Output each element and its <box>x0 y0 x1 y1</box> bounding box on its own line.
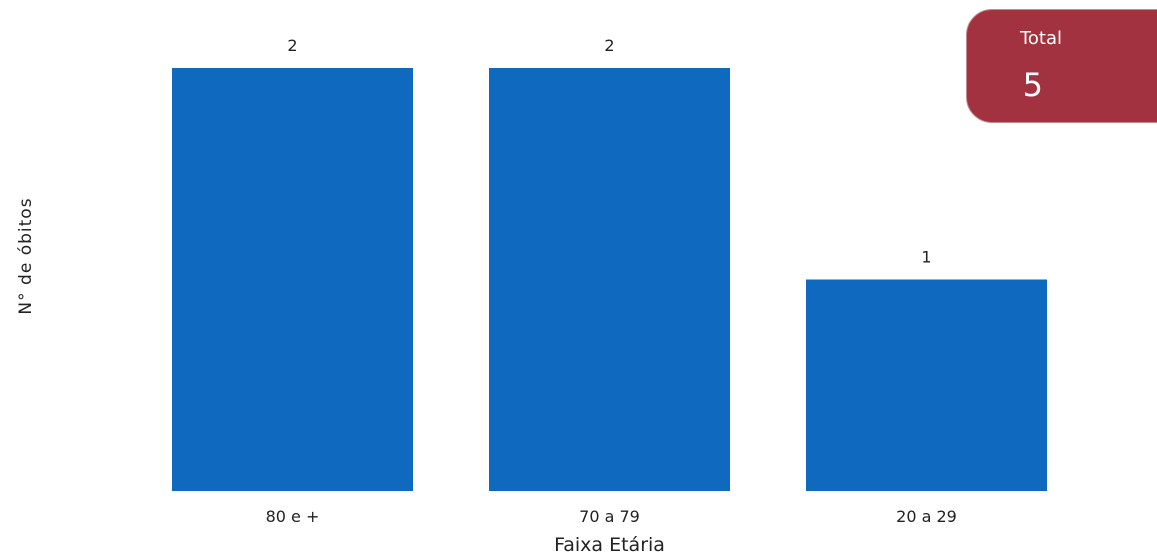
total-value: 5 <box>1022 66 1043 104</box>
x-tick-label-2: 70 a 79 <box>579 507 640 526</box>
y-axis-title: N° de óbitos <box>16 197 36 315</box>
total-card: Total 5 <box>966 9 1157 123</box>
bar-1 <box>172 68 413 491</box>
data-label-2: 2 <box>604 36 614 55</box>
bar-2 <box>489 68 730 491</box>
x-tick-label-1: 80 e + <box>266 507 320 526</box>
x-tick-label-3: 20 a 29 <box>896 507 957 526</box>
bar-3 <box>806 279 1047 491</box>
total-label: Total <box>1019 28 1062 49</box>
x-axis-title: Faixa Etária <box>554 534 665 556</box>
data-label-3: 1 <box>921 248 931 267</box>
data-label-1: 2 <box>287 36 297 55</box>
